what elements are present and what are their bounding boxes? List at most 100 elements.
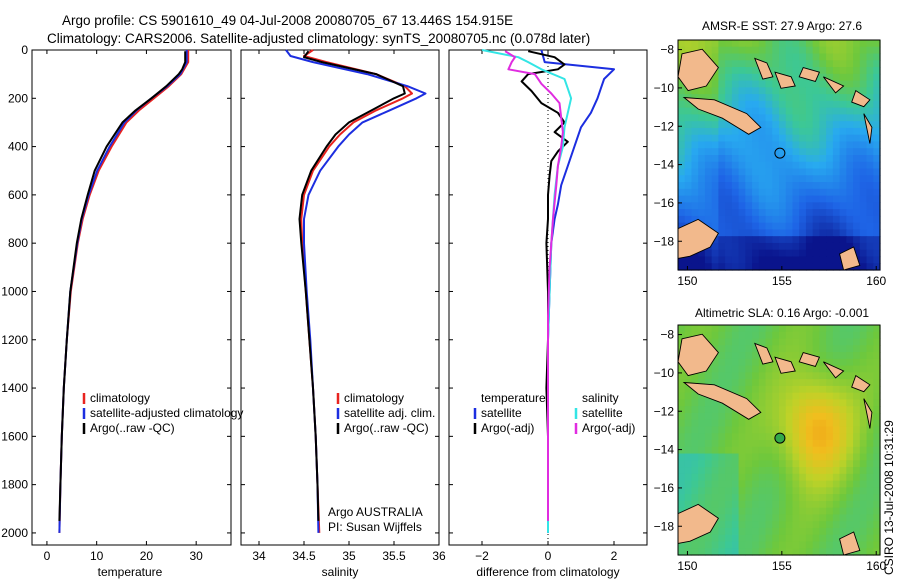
altimetric-sla-cell xyxy=(711,358,719,367)
amsre-sst-cell xyxy=(772,80,780,88)
altimetric-sla-cell xyxy=(711,426,719,434)
amsre-sst-cell xyxy=(779,209,787,217)
altimetric-sla-cell xyxy=(866,467,874,475)
amsre-sst-cell xyxy=(819,249,827,258)
altimetric-sla-cell xyxy=(846,392,854,401)
altimetric-sla-cell xyxy=(725,412,733,421)
amsre-sst-cell xyxy=(725,148,733,156)
amsre-sst-cell xyxy=(866,100,874,109)
legend-label-argo: Argo(..raw -QC) xyxy=(344,421,429,435)
altimetric-sla-cell xyxy=(765,453,773,461)
amsre-sst-cell xyxy=(731,195,740,203)
amsre-sst-cell xyxy=(731,46,740,55)
amsre-sst-cell xyxy=(765,256,773,264)
altimetric-sla-cell xyxy=(853,365,861,373)
altimetric-sla-cell xyxy=(785,460,794,468)
amsre-sst-cell xyxy=(711,40,719,48)
amsre-sst-cell xyxy=(779,148,787,156)
amsre-sst-cell xyxy=(691,87,699,95)
altimetric-sla-cell xyxy=(698,399,706,407)
altimetric-sla-cell xyxy=(772,460,780,468)
altimetric-sla-lat-tick-label: −16 xyxy=(654,481,675,495)
altimetric-sla-cell xyxy=(792,514,800,522)
amsre-sst-cell xyxy=(725,215,733,224)
amsre-sst-cell xyxy=(684,182,693,190)
altimetric-sla-cell xyxy=(684,385,693,394)
amsre-sst-cell xyxy=(684,141,693,149)
altimetric-sla-cell xyxy=(752,521,760,529)
amsre-sst-cell xyxy=(678,263,686,271)
altimetric-sla-cell xyxy=(853,527,861,536)
amsre-sst-cell xyxy=(752,202,760,210)
amsre-sst-cell xyxy=(718,87,726,95)
amsre-sst-cell xyxy=(839,107,847,116)
amsre-sst-cell xyxy=(684,155,693,163)
amsre-sst-cell xyxy=(853,202,861,210)
amsre-sst-landmass xyxy=(798,67,821,82)
sst-map-frame xyxy=(677,39,881,271)
altimetric-sla-cell xyxy=(772,352,780,360)
altimetric-sla-cell xyxy=(832,379,841,387)
amsre-sst-cell xyxy=(853,80,861,88)
amsre-sst-cell xyxy=(704,155,713,163)
amsre-sst-cell xyxy=(745,256,753,264)
altimetric-sla-cell xyxy=(792,365,800,373)
amsre-sst-cell xyxy=(873,168,881,176)
difference-xlabel: difference from climatology xyxy=(476,565,619,579)
amsre-sst-cell xyxy=(853,40,861,48)
amsre-sst-cell xyxy=(678,121,686,129)
altimetric-sla-lon-tick-label: 155 xyxy=(772,559,792,573)
amsre-sst-cell xyxy=(832,195,841,203)
amsre-sst-cell xyxy=(738,161,746,170)
altimetric-sla-cell xyxy=(799,534,807,543)
altimetric-sla-cell xyxy=(765,325,773,333)
altimetric-sla-cell xyxy=(799,412,807,421)
altimetric-sla-cell xyxy=(859,548,868,556)
amsre-sst-cell xyxy=(718,94,726,102)
difference-legend: temperature satellite Argo(-adj) salinit… xyxy=(473,391,635,435)
altimetric-sla-cell xyxy=(772,426,780,434)
altimetric-sla-cell xyxy=(711,419,719,428)
altimetric-sla-cell xyxy=(799,392,807,401)
amsre-sst-cell xyxy=(826,141,834,149)
amsre-sst-cell xyxy=(805,188,814,197)
amsre-sst-cell xyxy=(832,229,841,237)
altimetric-sla-cell xyxy=(839,527,847,536)
altimetric-sla-cell xyxy=(758,473,767,482)
altimetric-sla-cell xyxy=(819,487,827,495)
altimetric-sla-cell xyxy=(812,440,820,448)
altimetric-sla-cell xyxy=(678,446,686,455)
sla-map-panel: Altimetric SLA: 0.16 Argo: -0.001 150 155… xyxy=(654,306,887,573)
amsre-sst-cell xyxy=(779,141,787,149)
amsre-sst-cell xyxy=(698,256,706,264)
altimetric-sla-cell xyxy=(826,494,834,502)
altimetric-sla-cell xyxy=(859,419,868,428)
altimetric-sla-cell xyxy=(859,372,868,380)
altimetric-sla-cell xyxy=(772,500,780,509)
amsre-sst-cell xyxy=(799,202,807,210)
salinity-legend: climatology satellite adj. clim. Argo(..… xyxy=(336,391,435,435)
altimetric-sla-cell xyxy=(812,385,820,394)
altimetric-sla-cell xyxy=(826,331,834,340)
amsre-sst-cell xyxy=(698,40,706,48)
amsre-sst-cell xyxy=(758,229,767,237)
amsre-sst-cell xyxy=(691,209,699,217)
amsre-sst-cell xyxy=(839,114,847,122)
amsre-sst-cell xyxy=(819,46,827,55)
amsre-sst-cell xyxy=(853,175,861,183)
altimetric-sla-landmass xyxy=(839,531,861,556)
amsre-sst-cell xyxy=(785,100,794,109)
altimetric-sla-cell xyxy=(812,412,820,421)
difference-lines xyxy=(481,49,615,533)
amsre-sst-cell xyxy=(853,134,861,143)
amsre-sst-cell xyxy=(839,134,847,143)
altimetric-sla-cell xyxy=(752,514,760,522)
amsre-sst-cell xyxy=(839,94,847,102)
altimetric-sla-cell xyxy=(704,426,713,434)
amsre-sst-cell xyxy=(805,134,814,143)
altimetric-sla-cell xyxy=(758,500,767,509)
altimetric-sla-cell xyxy=(792,453,800,461)
amsre-sst-cell xyxy=(846,195,854,203)
amsre-sst-cell xyxy=(738,148,746,156)
